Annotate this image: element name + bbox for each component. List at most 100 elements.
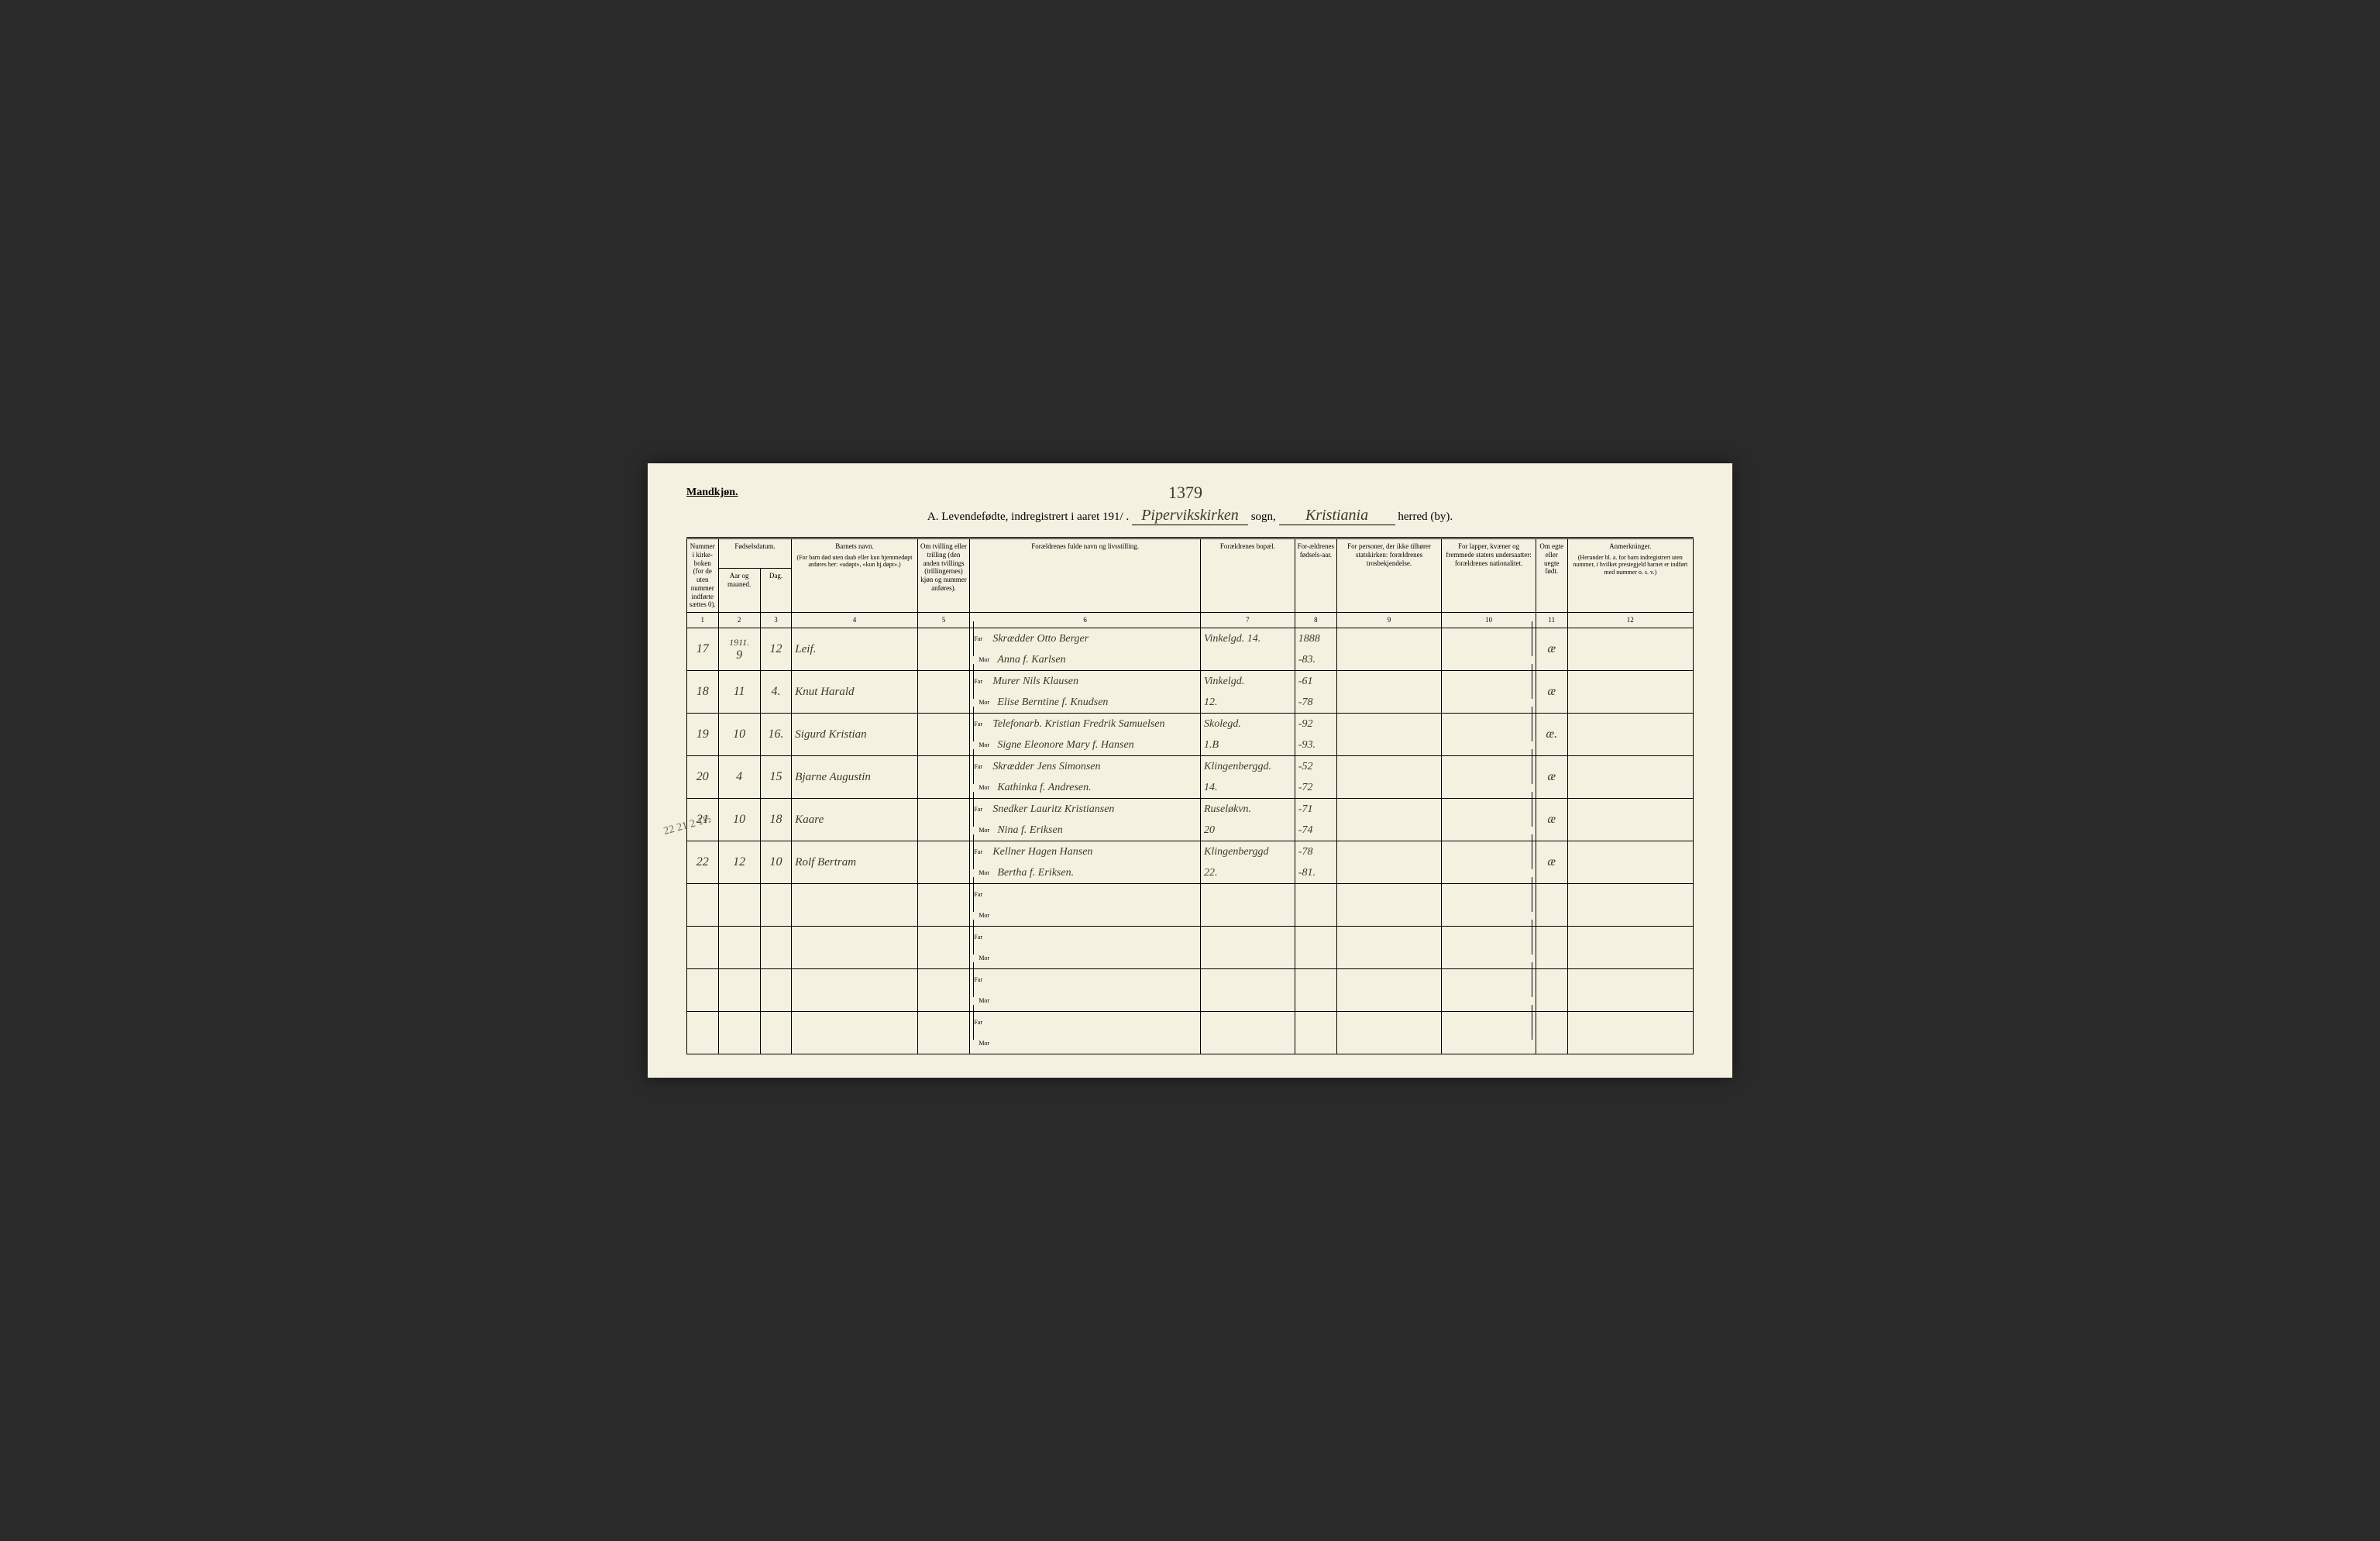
cell-day: 10 xyxy=(760,841,792,884)
cell-empty xyxy=(917,1012,970,1054)
cell-empty xyxy=(1201,1012,1295,1054)
mother-label: Mor xyxy=(978,741,992,748)
cell-parent-years: -52 -72 xyxy=(1295,756,1336,799)
cell-month: 10 xyxy=(718,799,760,841)
cell-address: Skolegd. 1.B xyxy=(1201,714,1295,756)
cell-parents: Far Skrædder Jens Simonsen Mor Kathinka … xyxy=(970,756,1201,799)
father-name: Skrædder Otto Berger xyxy=(992,633,1089,645)
header-number: Nummer i kirke-boken (for de uten nummer… xyxy=(687,538,719,612)
cell-parent-years: -92 -93. xyxy=(1295,714,1336,756)
mother-label: Mor xyxy=(978,955,992,961)
parish-name-handwritten: Pipervikskirken xyxy=(1132,507,1248,525)
address-line2: 20 xyxy=(1204,824,1215,837)
father-label: Far xyxy=(974,763,988,770)
cell-nationality xyxy=(1442,628,1536,671)
mother-row: Mor Elise Berntine f. Knudsen xyxy=(970,692,1200,713)
mother-year: -83. xyxy=(1298,654,1316,666)
cell-day: 15 xyxy=(760,756,792,799)
table-header: Nummer i kirke-boken (for de uten nummer… xyxy=(687,538,1694,628)
cell-remarks xyxy=(1567,799,1693,841)
cell-nationality xyxy=(1442,841,1536,884)
cell-empty xyxy=(718,969,760,1012)
father-label: Far xyxy=(974,635,988,642)
cell-remarks xyxy=(1567,714,1693,756)
mother-row: Mor Nina f. Eriksen xyxy=(970,820,1200,841)
cell-empty xyxy=(1336,927,1441,969)
cell-month: 10 xyxy=(718,714,760,756)
district-name-handwritten: Kristiania xyxy=(1279,507,1395,525)
cell-nationality xyxy=(1442,799,1536,841)
page-number-handwritten: 1379 xyxy=(1168,483,1202,503)
page-header: Mandkjøn. 1379 A. Levendefødte, indregis… xyxy=(686,487,1694,525)
cell-legitimacy: æ. xyxy=(1536,714,1567,756)
cell-twin xyxy=(917,756,970,799)
father-name: Murer Nils Klausen xyxy=(992,676,1078,688)
address-line1: Vinkelgd. 14. xyxy=(1204,633,1261,645)
cell-empty xyxy=(1201,969,1295,1012)
cell-empty xyxy=(687,884,719,927)
father-row: Far Skrædder Jens Simonsen xyxy=(970,756,1200,777)
cell-remarks xyxy=(1567,628,1693,671)
cell-empty xyxy=(1536,927,1567,969)
cell-empty xyxy=(718,1012,760,1054)
cell-empty xyxy=(760,969,792,1012)
mother-label: Mor xyxy=(978,1040,992,1047)
table-row: 21 10 18 Kaare Far Snedker Lauritz Krist… xyxy=(687,799,1694,841)
cell-empty xyxy=(1536,969,1567,1012)
mother-name: Bertha f. Eriksen. xyxy=(997,867,1074,879)
col-num-7: 7 xyxy=(1201,613,1295,628)
cell-parents: Far Telefonarb. Kristian Fredrik Samuels… xyxy=(970,714,1201,756)
cell-parent-years: -71 -74 xyxy=(1295,799,1336,841)
cell-empty xyxy=(718,884,760,927)
cell-empty xyxy=(1442,1012,1536,1054)
father-label: Far xyxy=(974,678,988,685)
header-legitimacy: Om egte eller uegte født. xyxy=(1536,538,1567,612)
mother-label: Mor xyxy=(978,997,992,1004)
birth-register-table: Nummer i kirke-boken (for de uten nummer… xyxy=(686,537,1694,1054)
father-year: -61 xyxy=(1298,676,1313,688)
mother-year: -78 xyxy=(1298,697,1313,709)
mother-year: -72 xyxy=(1298,782,1313,794)
address-line1: Skolegd. xyxy=(1204,718,1241,731)
address-line1: Vinkelgd. xyxy=(1204,676,1244,688)
col-num-4: 4 xyxy=(792,613,917,628)
table-row-empty: Far Mor xyxy=(687,969,1694,1012)
cell-day: 18 xyxy=(760,799,792,841)
header-parent-birth: For-ældrenes fødsels-aar. xyxy=(1295,538,1336,612)
cell-empty xyxy=(1536,1012,1567,1054)
column-number-row: 1 2 3 4 5 6 7 8 9 10 11 12 xyxy=(687,613,1694,628)
cell-empty xyxy=(1567,884,1693,927)
header-twin: Om tvilling eller trilling (den anden tv… xyxy=(917,538,970,612)
cell-parents: Far Kellner Hagen Hansen Mor Bertha f. E… xyxy=(970,841,1201,884)
father-row: Far Telefonarb. Kristian Fredrik Samuels… xyxy=(970,714,1200,734)
cell-empty xyxy=(1336,969,1441,1012)
cell-nationality xyxy=(1442,671,1536,714)
father-name: Snedker Lauritz Kristiansen xyxy=(992,803,1114,816)
mother-row: Mor Bertha f. Eriksen. xyxy=(970,862,1200,883)
cell-twin xyxy=(917,841,970,884)
cell-empty xyxy=(1442,969,1536,1012)
cell-religion xyxy=(1336,756,1441,799)
mother-label: Mor xyxy=(978,699,992,706)
cell-empty xyxy=(1295,927,1336,969)
col-num-9: 9 xyxy=(1336,613,1441,628)
cell-empty xyxy=(1201,884,1295,927)
cell-twin xyxy=(917,671,970,714)
father-row: Far Snedker Lauritz Kristiansen xyxy=(970,799,1200,820)
father-row: Far Skrædder Otto Berger xyxy=(970,628,1200,649)
table-body: 17 1911.9 12 Leif. Far Skrædder Otto Ber… xyxy=(687,628,1694,1054)
father-year: -92 xyxy=(1298,718,1313,731)
cell-empty xyxy=(1536,884,1567,927)
cell-twin xyxy=(917,628,970,671)
cell-empty xyxy=(687,927,719,969)
register-page: Mandkjøn. 1379 A. Levendefødte, indregis… xyxy=(648,463,1732,1078)
header-religion: For personer, der ikke tilhører statskir… xyxy=(1336,538,1441,612)
father-label: Far xyxy=(974,806,988,813)
cell-address: Vinkelgd. 12. xyxy=(1201,671,1295,714)
header-year-month: Aar og maaned. xyxy=(718,568,760,612)
mother-name: Anna f. Karlsen xyxy=(997,654,1065,666)
father-year: -78 xyxy=(1298,846,1313,858)
col-num-12: 12 xyxy=(1567,613,1693,628)
mother-name: Elise Berntine f. Knudsen xyxy=(997,697,1108,709)
father-year: 1888 xyxy=(1298,633,1320,645)
